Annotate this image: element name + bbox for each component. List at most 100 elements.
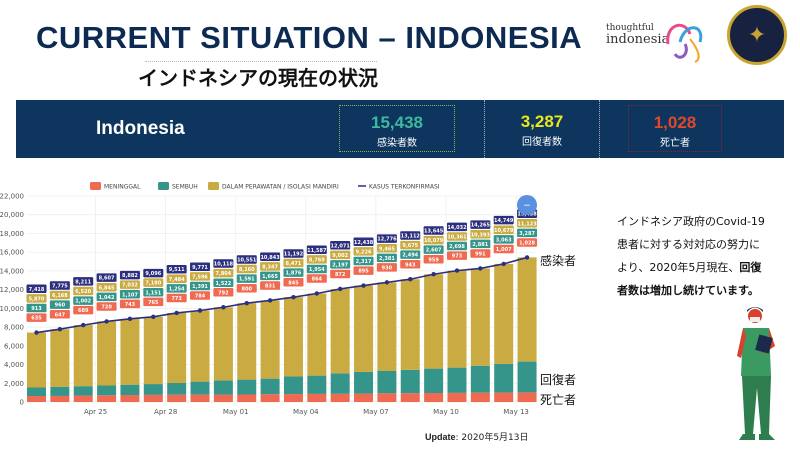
- label-recovered-box: [400, 250, 421, 259]
- bar-recovered: [97, 385, 117, 396]
- label-deaths: 647: [55, 312, 66, 318]
- label-deaths-box: [470, 249, 491, 258]
- label-recovered-box: [446, 241, 467, 251]
- legend-label: KASUS TERKONFIRMASI: [369, 184, 440, 191]
- bar-recovered: [73, 386, 93, 396]
- label-deaths: 872: [335, 272, 346, 278]
- bar-active: [213, 307, 233, 381]
- label-confirmed-box: [213, 259, 234, 268]
- label-recovered-box: [166, 284, 187, 293]
- point-confirmed: [314, 291, 320, 296]
- label-recovered: 1,876: [286, 271, 302, 277]
- bar-deaths: [283, 394, 303, 402]
- label-recovered-box: [423, 245, 444, 254]
- legend-swatch: [90, 182, 101, 190]
- stat-value: 1,028: [653, 113, 697, 132]
- label-recovered: 回復者: [540, 373, 577, 387]
- label-active: 11,123: [517, 221, 537, 227]
- x-tick-label: May 01: [223, 408, 249, 416]
- bar-active: [307, 293, 327, 376]
- label-confirmed: 感染者: [540, 254, 577, 268]
- bar-recovered: [447, 367, 467, 393]
- label-deaths-box: [26, 313, 47, 322]
- zoom-out-button[interactable]: [517, 195, 537, 215]
- label-deaths: 831: [265, 284, 276, 290]
- bar-active: [424, 274, 444, 369]
- doctor-illustration-icon: [737, 307, 775, 440]
- bar-deaths: [167, 394, 187, 402]
- label-recovered-box: [306, 264, 327, 274]
- label-recovered-box: [283, 268, 304, 277]
- bar-recovered: [377, 370, 397, 394]
- label-active: 5,870: [29, 296, 45, 302]
- label-deaths-box: [260, 281, 281, 290]
- summary-band: Indonesia 15,438 感染者数 3,287 回復者数 1,028 死…: [16, 100, 784, 158]
- label-active: 6,520: [75, 289, 91, 295]
- zoom-out-icon[interactable]: −: [523, 201, 531, 211]
- label-deaths-box: [119, 299, 140, 309]
- label-confirmed-box: [73, 277, 94, 286]
- bar-active: [260, 300, 280, 379]
- label-confirmed: 14,032: [447, 225, 467, 231]
- label-deaths-box: [190, 291, 211, 300]
- label-recovered: 1,522: [215, 281, 231, 287]
- stat-deaths: 1,028 死亡者: [628, 105, 722, 152]
- label-recovered: 2,698: [449, 244, 465, 250]
- label-recovered: 2,317: [356, 259, 372, 265]
- label-deaths: 943: [405, 262, 416, 268]
- label-recovered: 1,107: [122, 292, 138, 298]
- legend-label: MENINGGAL: [104, 184, 141, 191]
- update-timestamp: Update: 2020年5月13日: [425, 430, 529, 443]
- label-deaths: 635: [31, 316, 42, 322]
- label-confirmed-box: [26, 284, 47, 294]
- label-recovered: 1,254: [169, 286, 185, 292]
- label-confirmed-box: [470, 220, 491, 229]
- label-deaths-box: [446, 251, 467, 260]
- point-confirmed: [408, 277, 413, 282]
- ministry-seal-icon: ✦: [727, 5, 787, 65]
- label-confirmed: 12,071: [331, 243, 351, 249]
- bar-deaths: [260, 394, 280, 402]
- label-recovered-box: [190, 281, 211, 291]
- label-active-box: [73, 286, 94, 296]
- label-deaths: 864: [312, 277, 323, 283]
- label-recovered: 1,954: [309, 267, 325, 273]
- label-deaths-box: [283, 278, 304, 287]
- label-confirmed-box: [49, 281, 70, 290]
- label-active-box: [26, 294, 47, 303]
- bar-deaths: [424, 393, 444, 402]
- y-tick-label: 22,000: [0, 193, 24, 201]
- page-subtitle: インドネシアの現在の状況: [138, 66, 378, 90]
- bar-recovered: [190, 381, 210, 395]
- bar-active: [237, 303, 257, 380]
- label-active: 8,160: [239, 267, 255, 273]
- label-recovered: 1,151: [145, 290, 161, 296]
- label-recovered-box: [236, 274, 257, 283]
- label-recovered-box: [260, 271, 281, 281]
- update-label: Update: [425, 432, 456, 442]
- bar-recovered: [470, 365, 490, 393]
- stat-confirmed: 15,438 感染者数: [339, 105, 455, 152]
- bar-deaths: [143, 394, 163, 402]
- label-recovered: 1,002: [75, 299, 91, 305]
- point-confirmed: [34, 330, 39, 335]
- label-recovered-box: [73, 296, 94, 305]
- label-active-box: [330, 250, 351, 260]
- label-active-box: [353, 247, 374, 256]
- label-recovered-box: [119, 290, 140, 299]
- label-recovered-box: [330, 260, 351, 269]
- label-confirmed-box: [236, 255, 257, 264]
- bar-recovered: [330, 373, 350, 394]
- point-confirmed: [384, 280, 390, 285]
- label-deaths-box: [49, 309, 70, 319]
- y-tick-label: 10,000: [0, 305, 24, 313]
- label-deaths: 1,028: [519, 241, 535, 247]
- label-confirmed-box: [306, 245, 327, 255]
- bar-active: [494, 263, 514, 364]
- x-tick-label: May 13: [503, 408, 529, 416]
- point-confirmed: [104, 319, 109, 324]
- label-recovered: 1,665: [262, 274, 278, 280]
- bar-recovered: [424, 368, 444, 394]
- divider: [145, 61, 377, 62]
- y-tick-label: 8,000: [4, 324, 24, 332]
